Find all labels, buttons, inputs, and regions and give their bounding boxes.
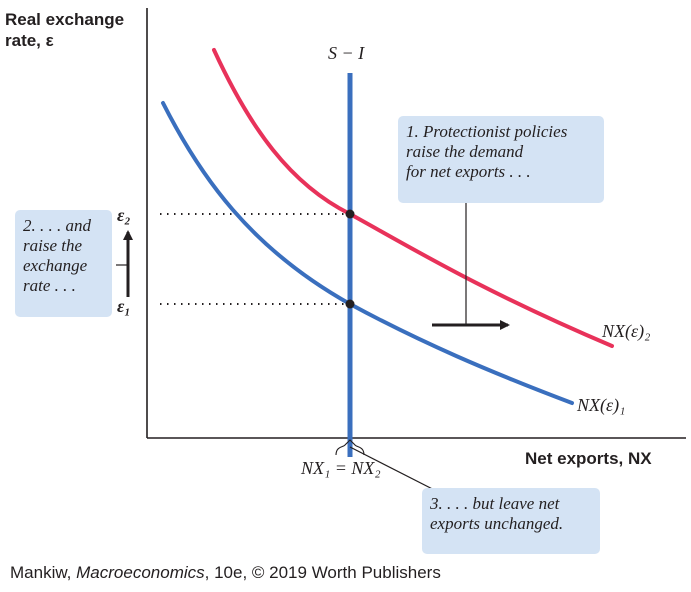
credit-author: Mankiw, bbox=[10, 563, 77, 582]
y-axis-title-line: Real exchange bbox=[5, 10, 125, 29]
y-axis-title-line: rate, ε bbox=[5, 31, 54, 50]
note2-line: 2. . . . and bbox=[23, 216, 91, 235]
note-unchanged: 3. . . . but leave net exports unchanged… bbox=[422, 488, 600, 554]
note3-line: 3. . . . but leave net bbox=[430, 494, 560, 513]
note1-line: for net exports . . . bbox=[406, 162, 531, 181]
nx1-curve-label: NX(ε)₁ bbox=[577, 395, 626, 415]
note2-line: raise the bbox=[23, 236, 83, 255]
note1-line: 1. Protectionist policies bbox=[406, 122, 568, 141]
x-axis-title: Net exports, NX bbox=[525, 449, 652, 468]
nx-brace bbox=[335, 439, 365, 456]
eps1-tick-label: ε₁ bbox=[117, 296, 131, 316]
credit-line: Mankiw, Macroeconomics, 10e, © 2019 Wort… bbox=[10, 563, 441, 583]
credit-rest: , 10e, © 2019 Worth Publishers bbox=[204, 563, 441, 582]
nx2-curve bbox=[212, 48, 614, 348]
nx2-curve-label: NX(ε)₂ bbox=[602, 321, 651, 341]
y-axis-title: Real exchange rate, ε bbox=[5, 9, 124, 51]
equilibrium-point-2 bbox=[345, 209, 355, 219]
note1-line: raise the demand bbox=[406, 142, 524, 161]
nx-tick-label: NX₁ = NX₂ bbox=[301, 458, 381, 478]
note2-line: rate . . . bbox=[23, 276, 76, 295]
eps2-tick-label: ε₂ bbox=[117, 205, 131, 225]
equilibrium-point-1 bbox=[345, 299, 355, 309]
credit-book: Macroeconomics bbox=[76, 563, 205, 582]
note3-line: exports unchanged. bbox=[430, 514, 564, 533]
note2-line: exchange bbox=[23, 256, 88, 275]
note-protectionist: 1. Protectionist policies raise the dema… bbox=[398, 116, 604, 203]
note-exchange-rate: 2. . . . and raise the exchange rate . .… bbox=[15, 210, 112, 317]
supply-line-label: S − I bbox=[328, 43, 365, 63]
